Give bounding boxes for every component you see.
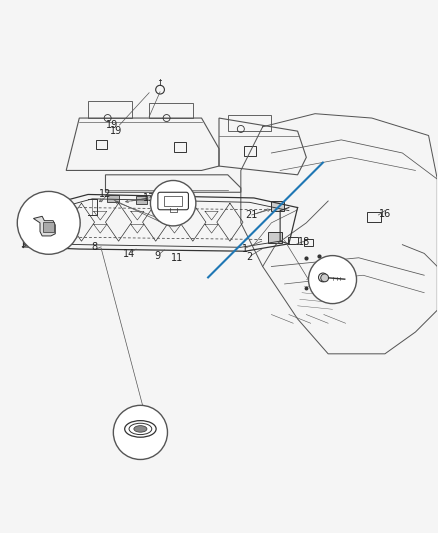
Text: 7: 7 [178,206,184,216]
FancyBboxPatch shape [268,232,283,243]
Text: 4: 4 [57,210,63,220]
Text: 19: 19 [110,126,123,136]
Polygon shape [33,216,55,236]
FancyBboxPatch shape [43,222,53,232]
Text: 6: 6 [62,229,68,239]
Text: 1: 1 [242,244,248,254]
Text: 19: 19 [106,119,118,130]
FancyBboxPatch shape [136,196,148,204]
Circle shape [150,181,196,226]
Circle shape [17,191,80,254]
Text: 11: 11 [171,253,184,263]
FancyBboxPatch shape [24,206,38,216]
Ellipse shape [134,426,147,432]
Text: 9: 9 [155,251,161,261]
Text: 14: 14 [124,249,136,259]
Text: 2: 2 [247,252,253,262]
Circle shape [321,274,328,282]
Text: 8: 8 [92,242,98,252]
FancyBboxPatch shape [24,234,38,244]
FancyBboxPatch shape [107,195,119,203]
Text: 10: 10 [59,233,71,243]
Text: 12: 12 [99,189,112,199]
Text: 11: 11 [46,229,58,239]
Text: 18: 18 [298,238,310,247]
Text: 11: 11 [328,281,341,291]
Text: 5: 5 [41,220,47,230]
Text: 16: 16 [379,209,391,219]
Text: 15: 15 [35,214,47,223]
FancyBboxPatch shape [271,201,285,212]
Circle shape [113,405,167,459]
Text: 17: 17 [134,451,147,462]
Text: 21: 21 [246,210,258,220]
Text: 3: 3 [57,203,63,213]
Text: 13: 13 [143,192,155,203]
Circle shape [308,256,357,304]
